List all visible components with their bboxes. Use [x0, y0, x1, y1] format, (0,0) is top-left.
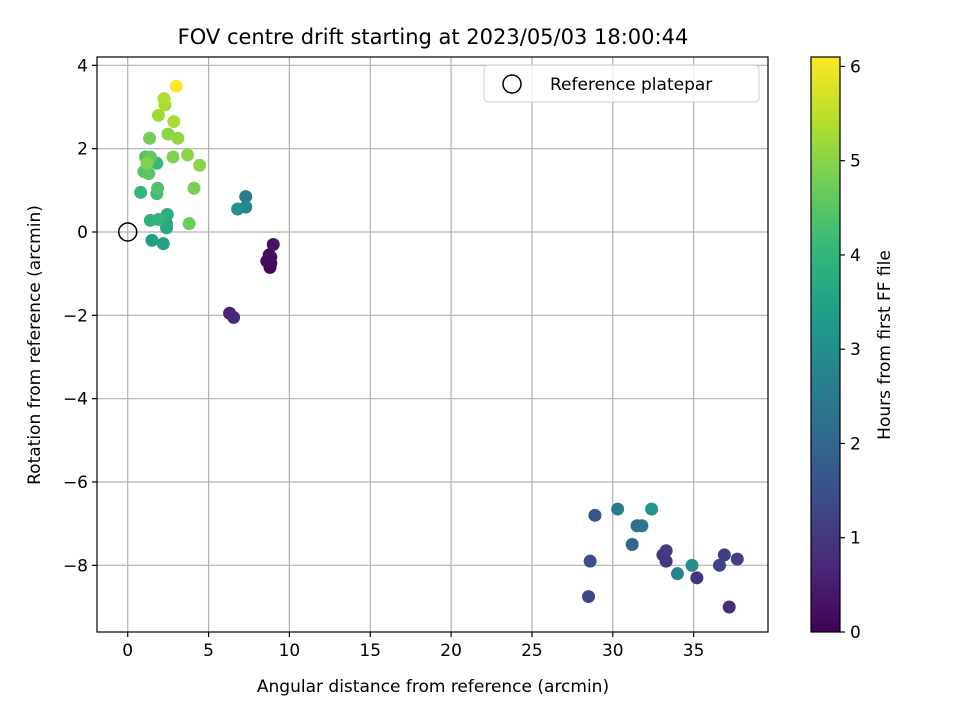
- scatter-point: [156, 237, 170, 251]
- colorbar-gradient: [810, 56, 841, 633]
- x-tick-label: 30: [602, 641, 624, 661]
- y-axis-ticks: −8 −6 −4 −2 0 2 4: [63, 56, 97, 576]
- y-tick-label: −2: [63, 306, 88, 326]
- scatter-point: [167, 115, 181, 129]
- scatter-point: [182, 217, 196, 231]
- scatter-point: [239, 190, 253, 204]
- colorbar-tick-label: 0: [850, 623, 861, 643]
- scatter-point: [227, 310, 241, 324]
- colorbar: 0 1 2 3 4 5 6 Hours from first FF file: [810, 56, 895, 643]
- scatter-point: [583, 554, 597, 568]
- scatter-point: [717, 548, 731, 562]
- y-axis-label: Rotation from reference (arcmin): [25, 205, 45, 485]
- scatter-point: [635, 519, 649, 533]
- scatter-point: [611, 502, 625, 516]
- scatter-point: [140, 156, 154, 170]
- colorbar-ticks: 0 1 2 3 4 5 6: [840, 57, 861, 643]
- x-tick-label: 0: [122, 641, 133, 661]
- scatter-point: [145, 233, 159, 247]
- x-tick-label: 20: [440, 641, 462, 661]
- y-tick-label: −4: [63, 390, 88, 410]
- scatter-point: [659, 544, 673, 558]
- colorbar-tick-label: 4: [850, 246, 861, 266]
- reference-platepar-marker: [117, 222, 138, 242]
- x-tick-label: 35: [683, 641, 705, 661]
- scatter-point: [730, 552, 744, 566]
- x-tick-label: 15: [359, 641, 381, 661]
- scatter-point: [588, 508, 602, 522]
- y-tick-label: −8: [63, 556, 88, 576]
- scatter-point: [582, 590, 596, 604]
- legend-box: [483, 64, 760, 103]
- y-tick-label: 2: [77, 140, 88, 160]
- y-tick-label: 0: [77, 223, 88, 243]
- data-points: [134, 79, 744, 614]
- legend: Reference platepar: [483, 64, 760, 103]
- scatter-point: [670, 567, 684, 581]
- scatter-point: [712, 558, 726, 572]
- legend-entry-reference-platepar: Reference platepar: [550, 75, 712, 95]
- scatter-point: [151, 108, 165, 122]
- scatter-point: [166, 150, 180, 164]
- scatter-point: [645, 502, 659, 516]
- colorbar-tick-label: 2: [850, 434, 861, 454]
- x-tick-label: 5: [203, 641, 214, 661]
- scatter-point: [143, 131, 157, 145]
- x-tick-label: 10: [279, 641, 301, 661]
- y-tick-label: −6: [63, 473, 88, 493]
- grid-lines: [97, 57, 768, 632]
- scatter-point: [171, 131, 185, 145]
- scatter-point: [722, 600, 736, 614]
- scatter-point: [625, 538, 639, 551]
- scatter-point: [231, 202, 245, 216]
- scatter-point: [157, 92, 171, 106]
- colorbar-tick-label: 3: [850, 340, 861, 360]
- scatter-point: [266, 238, 280, 251]
- x-axis-label: Angular distance from reference (arcmin): [257, 677, 609, 697]
- axes-frame: [96, 56, 769, 633]
- scatter-point: [264, 250, 278, 264]
- y-tick-label: 4: [77, 56, 88, 76]
- scatter-point: [151, 181, 165, 195]
- scatter-point: [161, 127, 175, 141]
- scatter-point: [193, 158, 207, 172]
- plot-area: 0 5 10 15 20 25 30 35 −8 −6 −4 −2 0 2 4: [63, 56, 769, 661]
- scatter-point: [169, 79, 183, 93]
- scatter-point: [181, 148, 195, 162]
- reference-marker: [117, 222, 138, 242]
- scatter-point: [690, 571, 704, 585]
- scatter-point: [685, 558, 699, 572]
- colorbar-label: Hours from first FF file: [875, 250, 895, 440]
- scatter-point: [151, 213, 165, 226]
- scatter-point: [187, 181, 201, 195]
- colorbar-tick-label: 6: [850, 57, 861, 77]
- colorbar-tick-label: 5: [850, 152, 861, 172]
- x-axis-ticks: 0 5 10 15 20 25 30 35: [122, 632, 704, 661]
- colorbar-tick-label: 1: [850, 529, 861, 549]
- chart-title: FOV centre drift starting at 2023/05/03 …: [178, 25, 689, 49]
- scatter-point: [134, 185, 148, 199]
- legend-open-circle-marker: [502, 74, 522, 94]
- x-tick-label: 25: [521, 641, 543, 661]
